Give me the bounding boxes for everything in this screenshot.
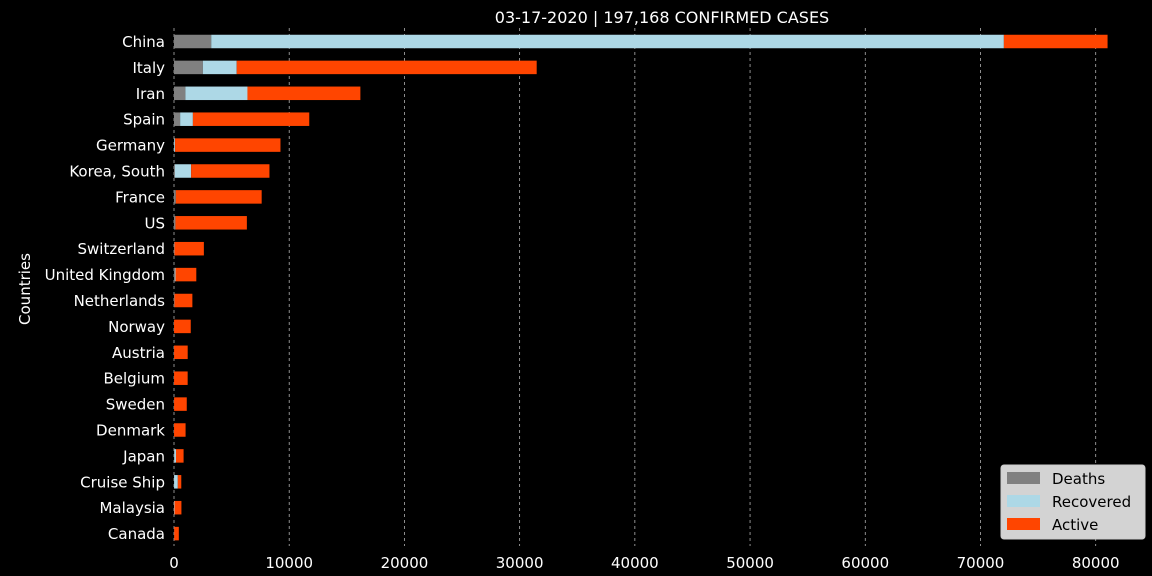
y-tick-label: US xyxy=(144,214,165,232)
bar-active-segment xyxy=(174,526,179,541)
bar-active-segment xyxy=(174,500,182,515)
bar-active-segment xyxy=(174,319,191,334)
bar-recovered-segment xyxy=(202,60,237,75)
bar-deaths-segment xyxy=(174,267,175,282)
bar-active-segment xyxy=(174,397,187,411)
legend[interactable]: Deaths Recovered Active xyxy=(1000,464,1146,540)
bar-active-segment xyxy=(1003,34,1108,49)
legend-label-recovered: Recovered xyxy=(1052,493,1131,511)
bar-active-segment xyxy=(174,371,188,385)
bar-active-segment xyxy=(191,164,270,178)
bar-deaths-segment xyxy=(174,86,186,101)
bar-recovered-segment xyxy=(174,267,176,282)
x-tick-label: 30000 xyxy=(496,554,544,572)
bar-active-segment xyxy=(174,423,186,437)
legend-label-deaths: Deaths xyxy=(1052,470,1105,488)
bar-recovered-segment xyxy=(180,112,193,126)
y-tick-label: Korea, South xyxy=(69,163,165,181)
bar-active-segment xyxy=(175,216,247,230)
bar-active-segment xyxy=(175,267,197,282)
y-tick-label: Netherlands xyxy=(74,292,166,310)
y-tick-label: Malaysia xyxy=(99,499,165,517)
bar-recovered-segment xyxy=(174,138,176,152)
x-tick-label: 0 xyxy=(169,554,179,572)
bar-active-segment xyxy=(174,345,188,360)
y-tick-label: Canada xyxy=(108,525,165,543)
bar-recovered-segment xyxy=(174,475,178,489)
x-tick-label: 80000 xyxy=(1072,554,1120,572)
bars xyxy=(174,34,1108,541)
bar-recovered-segment xyxy=(185,86,248,101)
y-tick-label: United Kingdom xyxy=(45,266,165,284)
x-tick-label: 70000 xyxy=(957,554,1005,572)
bar-active-segment xyxy=(174,241,204,256)
x-tick-label: 60000 xyxy=(841,554,889,572)
bar-recovered-segment xyxy=(174,449,176,463)
y-tick-label: Norway xyxy=(108,318,165,336)
y-tick-label: Iran xyxy=(136,85,165,103)
axes: 0 10000 20000 30000 40000 50000 60000 70000 8000… xyxy=(45,33,1120,572)
bar-recovered-segment xyxy=(211,34,1004,49)
y-tick-label: Japan xyxy=(122,447,165,465)
y-tick-label: Switzerland xyxy=(78,240,166,258)
bar-active-segment xyxy=(247,86,361,101)
y-tick-label: Germany xyxy=(96,137,165,155)
bar-active-segment xyxy=(177,475,182,489)
bar-deaths-segment xyxy=(174,34,212,49)
x-tick-label: 40000 xyxy=(611,554,659,572)
bar-active-segment xyxy=(192,112,310,126)
bar-active-segment xyxy=(175,190,262,204)
bar-active-segment xyxy=(174,293,193,308)
y-tick-label: China xyxy=(122,33,165,51)
bar-active-segment xyxy=(175,449,184,463)
bar-deaths-segment xyxy=(174,112,181,126)
y-tick-label: France xyxy=(115,188,165,206)
legend-swatch-active xyxy=(1007,518,1040,530)
legend-swatch-recovered xyxy=(1007,495,1040,507)
x-tick-label: 20000 xyxy=(381,554,429,572)
y-tick-label: Spain xyxy=(123,111,165,129)
bar-recovered-segment xyxy=(174,164,192,178)
bar-deaths-segment xyxy=(174,164,175,178)
y-tick-label: Sweden xyxy=(106,396,165,414)
bar-active-segment xyxy=(175,138,281,152)
y-tick-label: Cruise Ship xyxy=(80,473,165,491)
bar-deaths-segment xyxy=(174,190,176,204)
legend-swatch-deaths xyxy=(1007,472,1040,484)
y-tick-label: Italy xyxy=(132,59,165,77)
y-axis-label: Countries xyxy=(16,253,34,325)
bar-deaths-segment xyxy=(174,216,176,230)
y-tick-label: Belgium xyxy=(104,370,166,388)
y-tick-label: Austria xyxy=(112,344,165,362)
x-tick-label: 10000 xyxy=(265,554,313,572)
x-tick-label: 50000 xyxy=(726,554,774,572)
legend-label-active: Active xyxy=(1052,516,1098,534)
chart-title: 03-17-2020 | 197,168 CONFIRMED CASES xyxy=(495,8,829,27)
y-tick-label: Denmark xyxy=(96,422,165,440)
bar-deaths-segment xyxy=(174,60,203,75)
bar-active-segment xyxy=(236,60,537,75)
